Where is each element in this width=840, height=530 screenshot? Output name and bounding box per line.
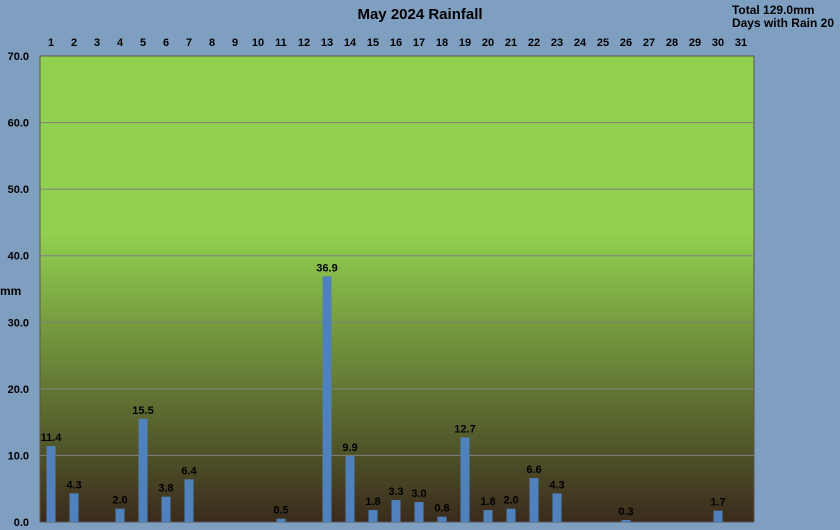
data-label: 4.3 (549, 479, 564, 491)
bar (621, 520, 631, 522)
x-tick-label: 4 (117, 37, 124, 49)
data-label: 3.8 (158, 483, 173, 495)
data-label: 3.3 (388, 486, 403, 498)
x-tick-label: 11 (275, 37, 287, 49)
x-tick-label: 3 (94, 37, 100, 49)
data-label: 0.8 (434, 503, 449, 515)
x-tick-label: 19 (459, 37, 471, 49)
y-tick-label: 0.0 (14, 517, 29, 529)
data-label: 4.3 (66, 479, 81, 491)
x-tick-label: 21 (505, 37, 517, 49)
bar (345, 456, 355, 522)
bar (161, 496, 171, 522)
x-tick-label: 16 (390, 37, 402, 49)
x-tick-label: 23 (551, 37, 563, 49)
x-tick-label: 26 (620, 37, 632, 49)
days-with-rain: Days with Rain 20 (731, 16, 834, 30)
data-label: 6.4 (181, 465, 197, 477)
y-axis-label: mm (0, 284, 22, 298)
x-tick-label: 18 (436, 37, 448, 49)
y-tick-label: 20.0 (8, 384, 29, 396)
bar (414, 502, 424, 522)
y-tick-label: 50.0 (8, 184, 29, 196)
x-tick-label: 15 (367, 37, 379, 49)
data-label: 12.7 (454, 423, 475, 435)
x-tick-label: 2 (71, 37, 77, 49)
data-label: 2.0 (503, 495, 518, 507)
bar (184, 479, 194, 522)
x-tick-label: 20 (482, 37, 494, 49)
x-tick-label: 5 (140, 37, 146, 49)
x-tick-label: 13 (321, 37, 333, 49)
data-label: 15.5 (132, 405, 153, 417)
bar (322, 276, 332, 522)
data-label: 0.5 (273, 505, 288, 517)
bar (552, 493, 562, 522)
data-label: 3.0 (411, 488, 426, 500)
bar (368, 510, 378, 522)
bar (69, 493, 79, 522)
bar (506, 508, 516, 522)
data-label: 11.4 (41, 432, 63, 444)
bar (115, 508, 125, 522)
data-label: 6.6 (526, 464, 541, 476)
x-tick-label: 22 (528, 37, 540, 49)
bar (46, 446, 56, 522)
data-label: 36.9 (316, 262, 337, 274)
bar (276, 518, 286, 522)
y-tick-label: 40.0 (8, 251, 29, 263)
bar (138, 418, 148, 522)
x-tick-label: 28 (666, 37, 678, 49)
y-tick-label: 10.0 (8, 450, 29, 462)
x-tick-label: 29 (689, 37, 701, 49)
bar (483, 510, 493, 522)
x-tick-label: 10 (252, 37, 264, 49)
x-tick-label: 6 (163, 37, 169, 49)
chart-title: May 2024 Rainfall (357, 6, 483, 23)
x-tick-label: 8 (209, 37, 215, 49)
bar (529, 478, 539, 522)
data-label: 9.9 (342, 442, 357, 454)
x-tick-label: 17 (413, 37, 425, 49)
x-tick-label: 1 (48, 37, 54, 49)
bar (713, 510, 723, 522)
data-label: 1.8 (480, 496, 495, 508)
x-tick-label: 14 (344, 37, 357, 49)
x-tick-label: 27 (643, 37, 655, 49)
x-tick-label: 7 (186, 37, 192, 49)
y-tick-label: 70.0 (8, 51, 29, 63)
data-label: 1.7 (710, 497, 725, 509)
x-tick-label: 12 (298, 37, 310, 49)
total-rainfall: Total 129.0mm (731, 3, 815, 17)
x-tick-label: 31 (735, 37, 747, 49)
plot-area (39, 55, 755, 523)
y-tick-label: 30.0 (8, 317, 29, 329)
bar (391, 500, 401, 522)
x-tick-label: 30 (712, 37, 724, 49)
data-label: 1.8 (365, 496, 380, 508)
bar (460, 437, 470, 522)
data-label: 2.0 (112, 495, 127, 507)
data-label: 0.3 (618, 506, 633, 518)
rain-summary: Total 129.0mm Days with Rain 20 (732, 4, 834, 30)
x-tick-label: 24 (574, 37, 587, 49)
x-tick-label: 25 (597, 37, 609, 49)
x-tick-label: 9 (232, 37, 238, 49)
bar (437, 516, 447, 522)
y-tick-label: 60.0 (8, 118, 29, 130)
